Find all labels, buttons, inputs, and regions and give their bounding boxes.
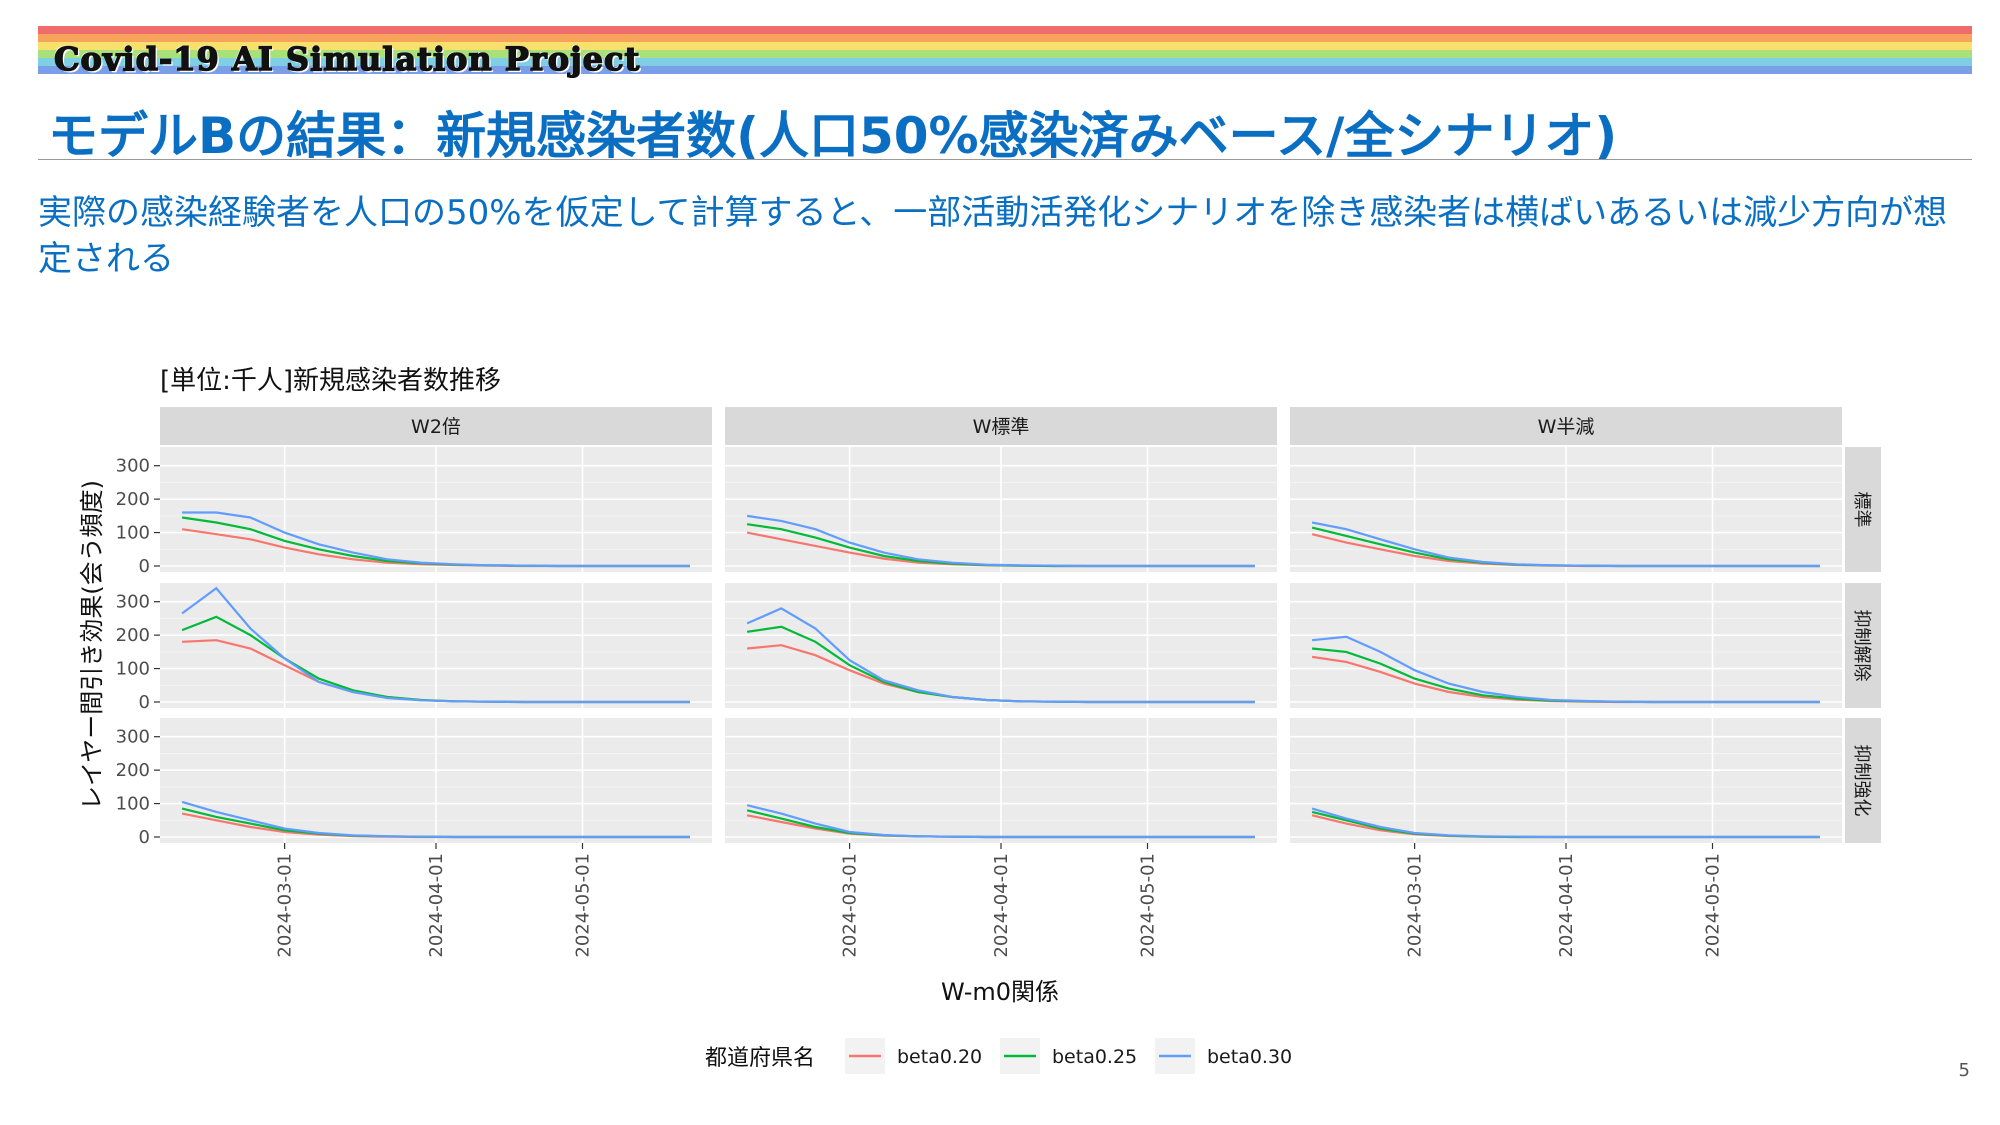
- page-title: モデルBの結果：新規感染者数(人口50%感染済みベース/全シナリオ): [48, 107, 1618, 165]
- facet-label-row: 標準: [1851, 492, 1872, 528]
- series-line: [182, 511, 690, 568]
- series-line: [746, 804, 1255, 839]
- series-line: [1311, 521, 1820, 568]
- series-line: [181, 586, 690, 704]
- y-axis-title: レイヤー間引き効果(会う頻度): [78, 480, 106, 810]
- y-tick-label: 200: [116, 760, 150, 781]
- facet-strip-row: [1845, 583, 1881, 708]
- rainbow-stripes: [38, 26, 1972, 74]
- banner-title: Covid-19 AI Simulation Project: [53, 39, 641, 79]
- x-tick-label: 2024-04-01: [991, 853, 1012, 958]
- x-tick-label: 2024-04-01: [1556, 853, 1577, 958]
- x-tick-label: 2024-05-01: [572, 853, 593, 958]
- series-line: [746, 607, 1255, 704]
- y-tick-label: 0: [139, 692, 150, 713]
- banner-stripe: [38, 42, 1972, 50]
- x-tick-label: 2024-05-01: [1137, 853, 1158, 958]
- facet-label-col: W半減: [1538, 416, 1595, 438]
- facet-label-col: W標準: [973, 416, 1030, 438]
- banner: Covid-19 AI Simulation Project: [38, 26, 1972, 90]
- facet-label-col: W2倍: [411, 416, 461, 438]
- facet-strip-row: [1845, 447, 1881, 572]
- facet-strip-row: [1845, 718, 1881, 843]
- title-divider: [38, 159, 1972, 160]
- y-tick-label: 200: [116, 489, 150, 510]
- series-line: [746, 514, 1255, 568]
- facet-strip-col: [725, 407, 1277, 445]
- y-tick-label: 100: [116, 523, 150, 544]
- y-tick-label: 200: [116, 625, 150, 646]
- chart-title: [単位:千人]新規感染者数推移: [160, 366, 502, 396]
- y-tick-label: 300: [116, 592, 150, 613]
- facet-strip-col: [1290, 407, 1842, 445]
- x-tick-label: 2024-03-01: [1405, 853, 1426, 958]
- slide-subtitle: 実際の感染経験者を人口の50%を仮定して計算すると、一部活動活発化シナリオを除き…: [38, 193, 1948, 279]
- legend-label: beta0.30: [1207, 1046, 1292, 1068]
- facet-label-row: 抑制強化: [1851, 745, 1872, 817]
- legend-label: beta0.25: [1052, 1046, 1137, 1068]
- y-tick-label: 100: [116, 659, 150, 680]
- x-tick-label: 2024-05-01: [1702, 853, 1723, 958]
- facet-label-row: 抑制解除: [1851, 610, 1872, 682]
- series-line: [1311, 635, 1820, 704]
- y-tick-label: 100: [116, 794, 150, 815]
- facet-strip-col: [160, 407, 712, 445]
- page-number: 5: [1958, 1060, 1970, 1081]
- series-line: [1311, 807, 1820, 839]
- legend-title: 都道府県名: [705, 1046, 815, 1071]
- series-line: [181, 800, 690, 839]
- banner-stripe: [38, 34, 1972, 42]
- banner-stripe: [38, 26, 1972, 34]
- legend-label: beta0.20: [897, 1046, 982, 1068]
- x-tick-label: 2024-03-01: [840, 853, 861, 958]
- banner-stripe: [38, 58, 1972, 66]
- x-tick-label: 2024-03-01: [275, 853, 296, 958]
- banner-stripe: [38, 50, 1972, 58]
- x-tick-label: 2024-04-01: [426, 853, 447, 958]
- y-tick-label: 0: [139, 827, 150, 848]
- y-tick-label: 300: [116, 727, 150, 748]
- y-tick-label: 300: [116, 456, 150, 477]
- banner-stripe: [38, 66, 1972, 74]
- y-tick-label: 0: [139, 556, 150, 577]
- x-axis-title: W-m0関係: [941, 978, 1059, 1006]
